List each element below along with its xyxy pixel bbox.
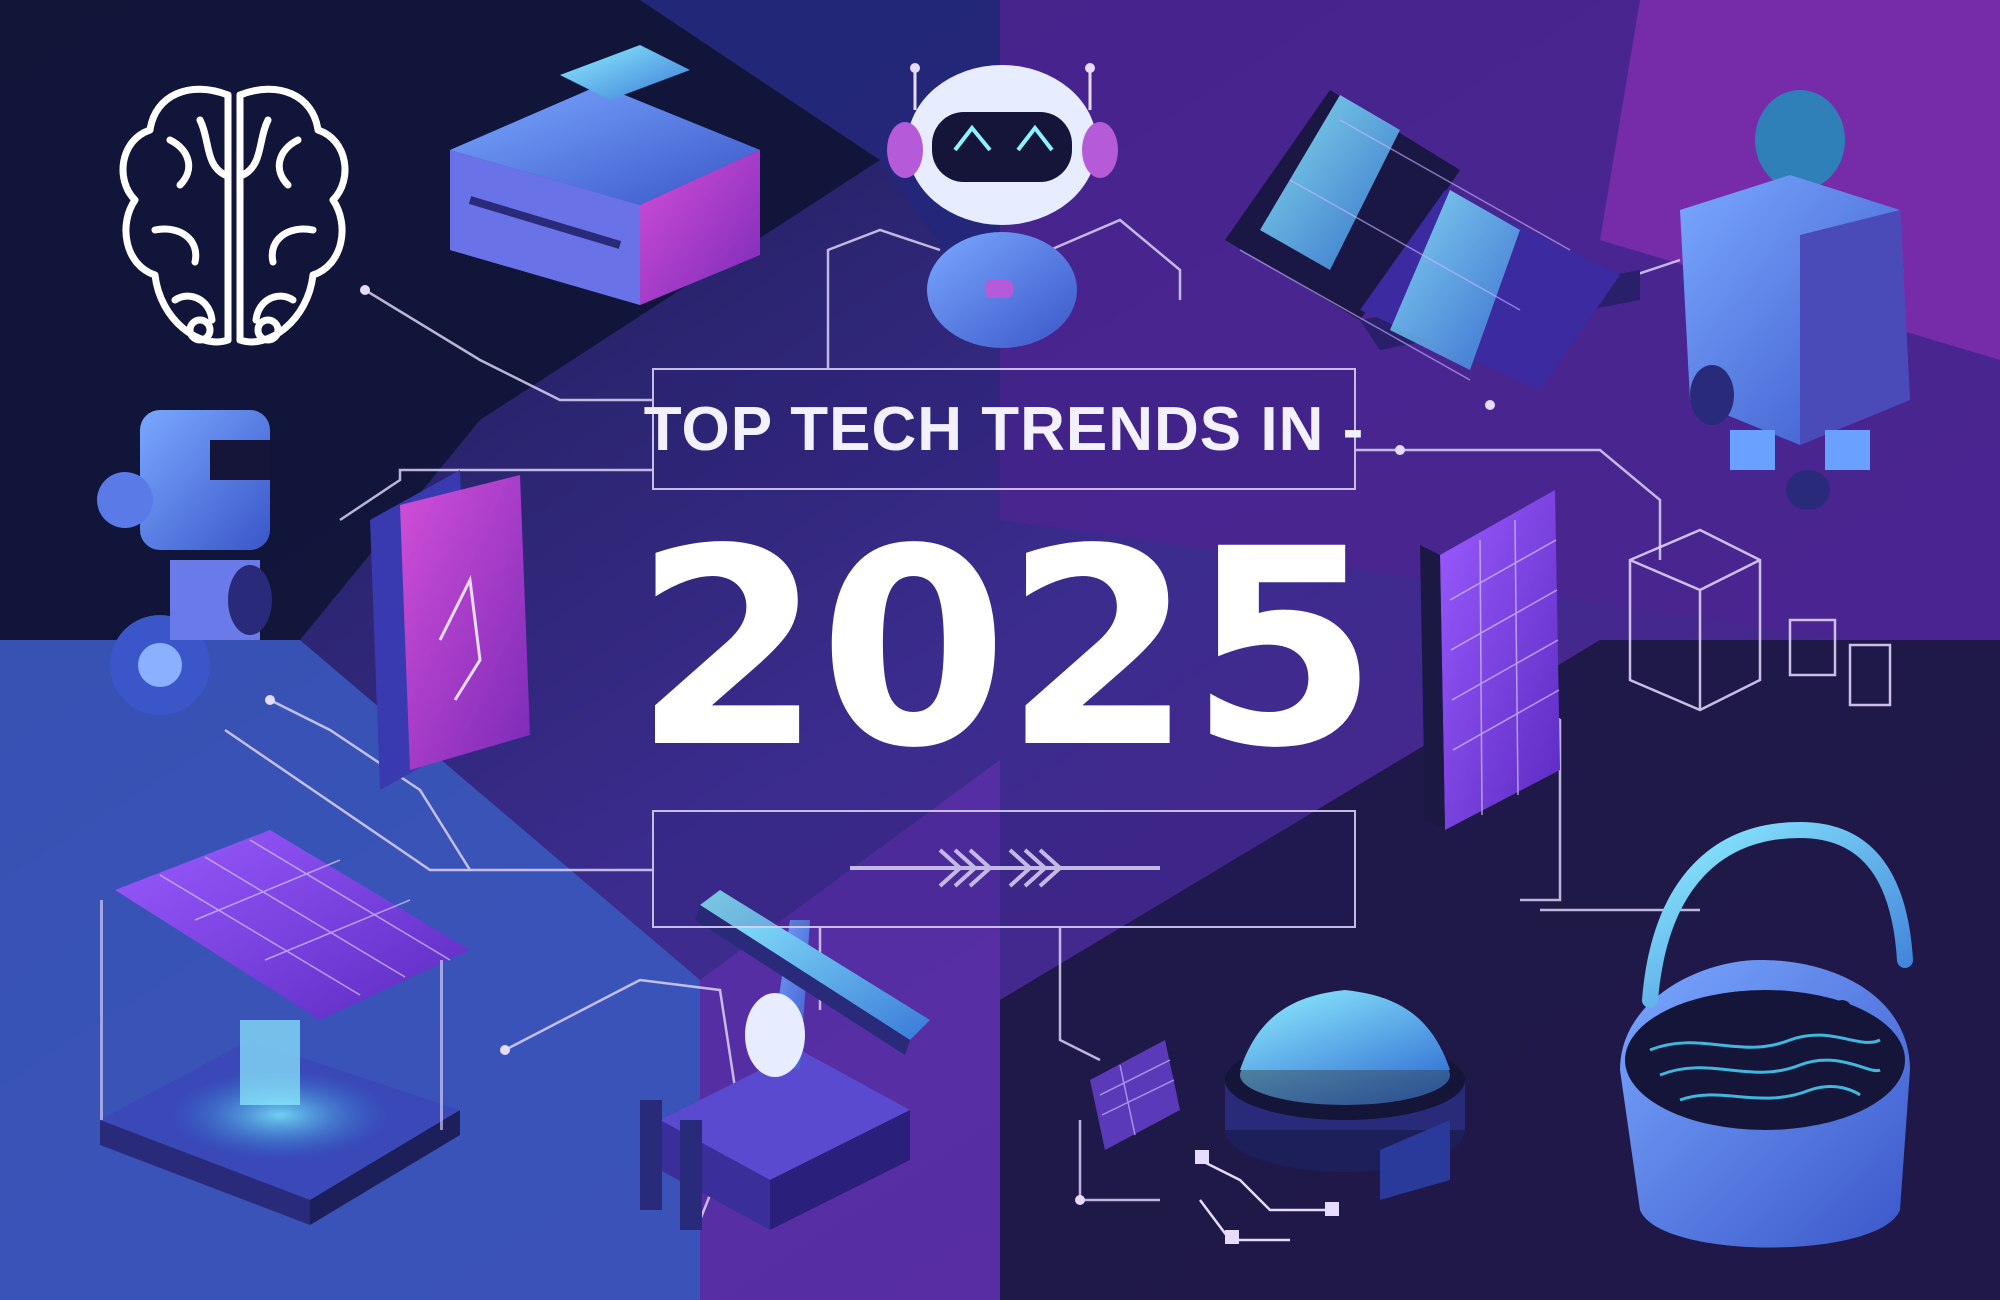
title-frame: TOP TECH TRENDS IN - <box>643 368 1365 490</box>
vr-headset-icon <box>450 45 760 305</box>
smartphone-icon <box>370 470 530 790</box>
drone-dome-icon <box>1225 990 1465 1200</box>
bg-indigo-band <box>640 0 1000 330</box>
quantum-basin-icon <box>1620 821 1913 1248</box>
connector-nodes <box>265 285 1495 1205</box>
solar-station-icon <box>100 830 470 1225</box>
ai-robot-icon <box>887 63 1118 348</box>
solar-panels-icon <box>1225 90 1640 390</box>
robotic-arm-icon <box>640 890 930 1230</box>
solar-wall-panel-icon <box>1420 490 1560 830</box>
cube-outline-icon <box>1628 528 1892 712</box>
arrow-chevrons-icon <box>850 848 1160 888</box>
humanoid-robot-icon <box>1680 90 1910 510</box>
circuit-node-icon <box>1090 1040 1339 1244</box>
brain-icon <box>119 85 349 346</box>
wheeled-robot-icon <box>97 410 272 715</box>
headline-title: TOP TECH TRENDS IN - <box>643 394 1365 464</box>
bottom-frame <box>652 810 1356 928</box>
headline-year: 2025 <box>633 492 1378 808</box>
